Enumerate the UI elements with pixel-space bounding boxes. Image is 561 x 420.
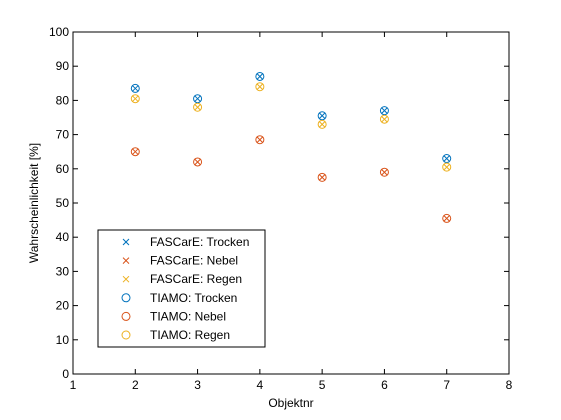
- y-tick-label: 0: [62, 367, 69, 381]
- data-point-circle: [130, 83, 140, 93]
- data-point-circle: [442, 154, 452, 164]
- data-point-cross: [443, 155, 451, 162]
- x-tick-labels: 1 2 3 4 5 6 7 8: [70, 378, 513, 392]
- y-tick-label: 50: [56, 196, 70, 210]
- data-point-cross: [256, 73, 264, 80]
- legend-marker: [122, 257, 130, 264]
- data-point-cross: [194, 103, 201, 111]
- x-tick-label: 8: [506, 378, 513, 392]
- legend-marker: [121, 293, 131, 303]
- axis-ticks: [72, 31, 510, 375]
- data-point-cross: [443, 215, 451, 222]
- data-point-cross: [318, 120, 326, 128]
- legend: FASCarE: Trocken FASCarE: Nebel FASCarE: R…: [97, 229, 266, 348]
- data-point-circle: [193, 102, 203, 112]
- data-point-cross: [131, 95, 139, 103]
- data-point-cross: [131, 85, 139, 92]
- data-point-circle: [317, 119, 327, 129]
- legend-box: [97, 229, 266, 348]
- y-tick-labels: 0 10 20 30 40 50 60 70 80 90 100: [49, 25, 69, 381]
- data-point-circle: [255, 82, 265, 92]
- data-point-cross: [318, 173, 326, 181]
- data-point-circle: [130, 94, 140, 104]
- x-tick-label: 5: [319, 378, 326, 392]
- legend-label: TIAMO: Trocken: [150, 291, 237, 305]
- y-tick-label: 80: [56, 93, 70, 107]
- data-point-circle: [442, 162, 452, 172]
- data-point-circle: [379, 167, 389, 177]
- data-point-circle: [255, 135, 265, 145]
- x-tick-label: 2: [132, 378, 139, 392]
- x-tick-label: 6: [381, 378, 388, 392]
- y-tick-label: 100: [49, 25, 69, 39]
- y-tick-label: 70: [56, 128, 70, 142]
- legend-items: FASCarE: Trocken FASCarE: Nebel FASCarE: R…: [121, 235, 249, 342]
- legend-marker: [122, 238, 130, 246]
- data-point-cross: [443, 163, 451, 171]
- legend-label: TIAMO: Regen: [150, 328, 230, 342]
- data-point-circle: [379, 106, 389, 116]
- data-marks: [130, 71, 452, 223]
- legend-label: TIAMO: Nebel: [150, 309, 226, 323]
- data-point-cross: [194, 158, 201, 166]
- y-axis-label: Wahrscheinlichkeit [%]: [27, 143, 41, 263]
- data-point-cross: [381, 115, 388, 123]
- legend-label: FASCarE: Trocken: [150, 235, 249, 249]
- legend-marker: [122, 275, 130, 283]
- data-point-cross: [194, 95, 201, 103]
- data-point-cross: [256, 136, 264, 144]
- legend-marker: [121, 330, 131, 340]
- data-point-circle: [317, 172, 327, 182]
- x-axis-label: Objektnr: [268, 396, 313, 410]
- data-point-cross: [318, 112, 326, 120]
- y-tick-label: 30: [56, 264, 70, 278]
- data-point-circle: [317, 111, 327, 121]
- legend-label: FASCarE: Nebel: [150, 254, 238, 268]
- data-point-cross: [256, 83, 264, 91]
- data-point-cross: [381, 107, 388, 115]
- data-point-circle: [379, 114, 389, 124]
- data-point-cross: [131, 148, 139, 156]
- y-tick-label: 90: [56, 59, 70, 73]
- data-point-circle: [193, 94, 203, 104]
- data-point-circle: [130, 147, 140, 157]
- x-tick-label: 7: [443, 378, 450, 392]
- x-tick-label: 4: [257, 378, 264, 392]
- y-tick-label: 40: [56, 230, 70, 244]
- data-point-circle: [442, 213, 452, 223]
- x-tick-label: 1: [70, 378, 77, 392]
- data-point-cross: [381, 168, 388, 176]
- legend-label: FASCarE: Regen: [150, 272, 242, 286]
- x-tick-label: 3: [194, 378, 201, 392]
- data-point-circle: [193, 157, 203, 167]
- y-tick-label: 20: [56, 299, 70, 313]
- data-point-circle: [255, 71, 265, 81]
- legend-marker: [121, 311, 131, 321]
- y-tick-label: 10: [56, 333, 70, 347]
- y-tick-label: 60: [56, 162, 70, 176]
